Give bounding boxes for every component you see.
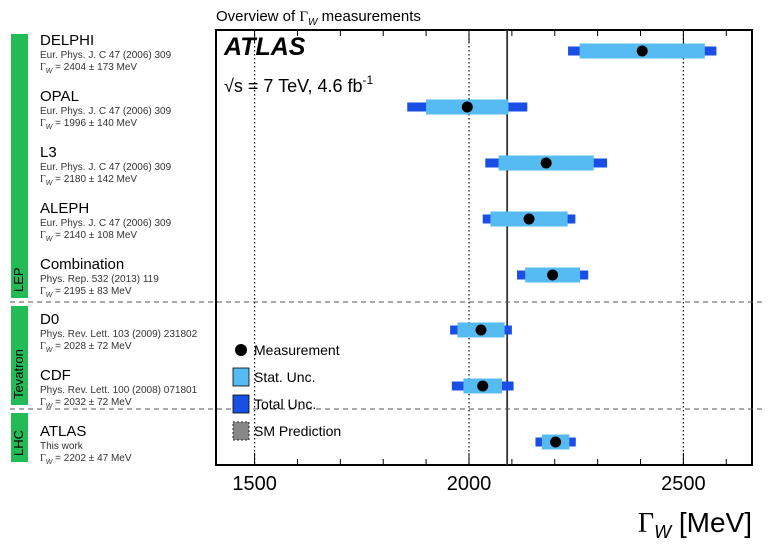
measurement-value-aleph-part: = 2140 ± 108 MeV <box>52 230 137 241</box>
measurement-value-opal-part: = 1996 ± 140 MeV <box>52 118 137 129</box>
measurement-ref-delphi: Eur. Phys. J. C 47 (2006) 309 <box>40 50 172 61</box>
legend-swatch-sm-prediction <box>232 421 250 441</box>
measurement-value-aleph-part: Γ <box>40 230 46 241</box>
measurement-value-combination: ΓW = 2195 ± 83 MeV <box>40 286 132 299</box>
measurement-value-l3-part: Γ <box>40 174 46 185</box>
measurement-value-atlas-part: = 2202 ± 47 MeV <box>52 453 131 464</box>
measurement-name-d0: D0 <box>40 311 59 328</box>
measurement-value-combination-part: W <box>46 292 54 299</box>
measurement-ref-cdf: Phys. Rev. Lett. 100 (2008) 071801 <box>40 385 198 396</box>
chart-title-part: W <box>308 17 319 28</box>
group-band-tevatron <box>11 306 28 405</box>
x-tick-label-2500: 2500 <box>661 473 706 495</box>
legend-swatch-total-unc <box>232 394 250 414</box>
measurement-ref-aleph: Eur. Phys. J. C 47 (2006) 309 <box>40 218 172 229</box>
group-label-lep: LEP <box>11 267 26 292</box>
measurement-name-combination: Combination <box>40 256 124 273</box>
measurement-value-cdf-part: W <box>46 403 54 410</box>
chart-title: Overview of ΓW measurements <box>216 8 421 28</box>
x-tick-label-2000: 2000 <box>447 473 492 495</box>
measurement-marker-opal <box>461 101 473 113</box>
measurement-value-aleph: ΓW = 2140 ± 108 MeV <box>40 230 137 243</box>
measurement-value-d0-part: W <box>46 347 54 354</box>
measurement-marker-aleph <box>523 213 535 225</box>
measurement-marker-l3 <box>540 157 552 169</box>
measurement-value-d0: ΓW = 2028 ± 72 MeV <box>40 341 132 354</box>
measurement-value-cdf-part: Γ <box>40 397 46 408</box>
chart-title-part: Γ <box>299 9 308 25</box>
measurement-value-atlas-part: Γ <box>40 453 46 464</box>
measurement-value-cdf: ΓW = 2032 ± 72 MeV <box>40 397 132 410</box>
measurement-value-l3-part: W <box>46 180 54 187</box>
measurement-value-d0-part: Γ <box>40 341 46 352</box>
experiment-label: ATLAS <box>223 33 306 61</box>
measurement-marker-cdf <box>477 380 489 392</box>
measurement-value-atlas: ΓW = 2202 ± 47 MeV <box>40 453 132 466</box>
measurement-name-aleph: ALEPH <box>40 200 89 217</box>
measurement-value-opal-part: W <box>46 124 54 131</box>
measurement-ref-d0: Phys. Rev. Lett. 103 (2009) 231802 <box>40 329 198 340</box>
x-axis-title: ΓW [MeV] <box>638 507 752 542</box>
x-axis-title-part: [MeV] <box>671 507 752 538</box>
measurement-value-delphi-part: Γ <box>40 62 46 73</box>
x-axis-title-part: Γ <box>638 508 654 539</box>
legend-swatch-stat-unc <box>232 367 250 387</box>
measurement-name-opal: OPAL <box>40 88 79 105</box>
energy-lumi-label-part: -1 <box>362 73 373 87</box>
legend-swatch-measurement <box>235 344 247 356</box>
measurement-value-combination-part: Γ <box>40 286 46 297</box>
measurement-marker-d0 <box>475 324 487 336</box>
group-band-lep <box>11 34 28 298</box>
legend-label-total-unc: Total Unc. <box>254 396 316 412</box>
measurement-marker-combination <box>547 269 559 281</box>
measurement-ref-opal: Eur. Phys. J. C 47 (2006) 309 <box>40 106 172 117</box>
measurement-value-combination-part: = 2195 ± 83 MeV <box>52 286 131 297</box>
measurement-value-delphi-part: W <box>46 68 54 75</box>
measurement-value-opal-part: Γ <box>40 118 46 129</box>
group-label-lhc: LHC <box>11 430 26 456</box>
measurement-name-l3: L3 <box>40 144 57 161</box>
chart-title-part: measurements <box>317 8 420 25</box>
measurement-value-delphi-part: = 2404 ± 173 MeV <box>52 62 137 73</box>
x-tick-label-1500: 1500 <box>232 473 277 495</box>
group-band-lhc <box>11 413 28 462</box>
measurement-name-atlas: ATLAS <box>40 423 86 440</box>
measurement-value-d0-part: = 2028 ± 72 MeV <box>52 341 131 352</box>
legend-label-sm-prediction: SM Prediction <box>254 423 341 439</box>
measurement-name-delphi: DELPHI <box>40 32 94 49</box>
measurement-value-delphi: ΓW = 2404 ± 173 MeV <box>40 62 137 75</box>
measurement-value-opal: ΓW = 1996 ± 140 MeV <box>40 118 137 131</box>
measurement-ref-combination: Phys. Rep. 532 (2013) 119 <box>40 274 159 285</box>
measurement-name-cdf: CDF <box>40 367 71 384</box>
measurement-value-aleph-part: W <box>46 236 54 243</box>
measurement-ref-l3: Eur. Phys. J. C 47 (2006) 309 <box>40 162 172 173</box>
measurement-value-l3-part: = 2180 ± 142 MeV <box>52 174 137 185</box>
legend-label-measurement: Measurement <box>254 342 340 358</box>
measurement-value-cdf-part: = 2032 ± 72 MeV <box>52 397 131 408</box>
measurement-marker-atlas <box>550 436 562 448</box>
energy-lumi-label: √s = 7 TeV, 4.6 fb-1 <box>224 73 373 96</box>
measurement-ref-atlas: This work <box>40 441 84 452</box>
legend-label-stat-unc: Stat. Unc. <box>254 369 315 385</box>
plot-frame <box>215 29 753 466</box>
measurement-value-atlas-part: W <box>46 459 54 466</box>
chart-title-part: Overview of <box>216 8 299 25</box>
x-axis-title-part: W <box>654 522 673 542</box>
measurement-value-l3: ΓW = 2180 ± 142 MeV <box>40 174 137 187</box>
group-label-tevatron: Tevatron <box>11 349 26 399</box>
measurement-marker-delphi <box>636 45 648 57</box>
energy-lumi-label-part: √s = 7 TeV, 4.6 fb <box>224 76 362 96</box>
